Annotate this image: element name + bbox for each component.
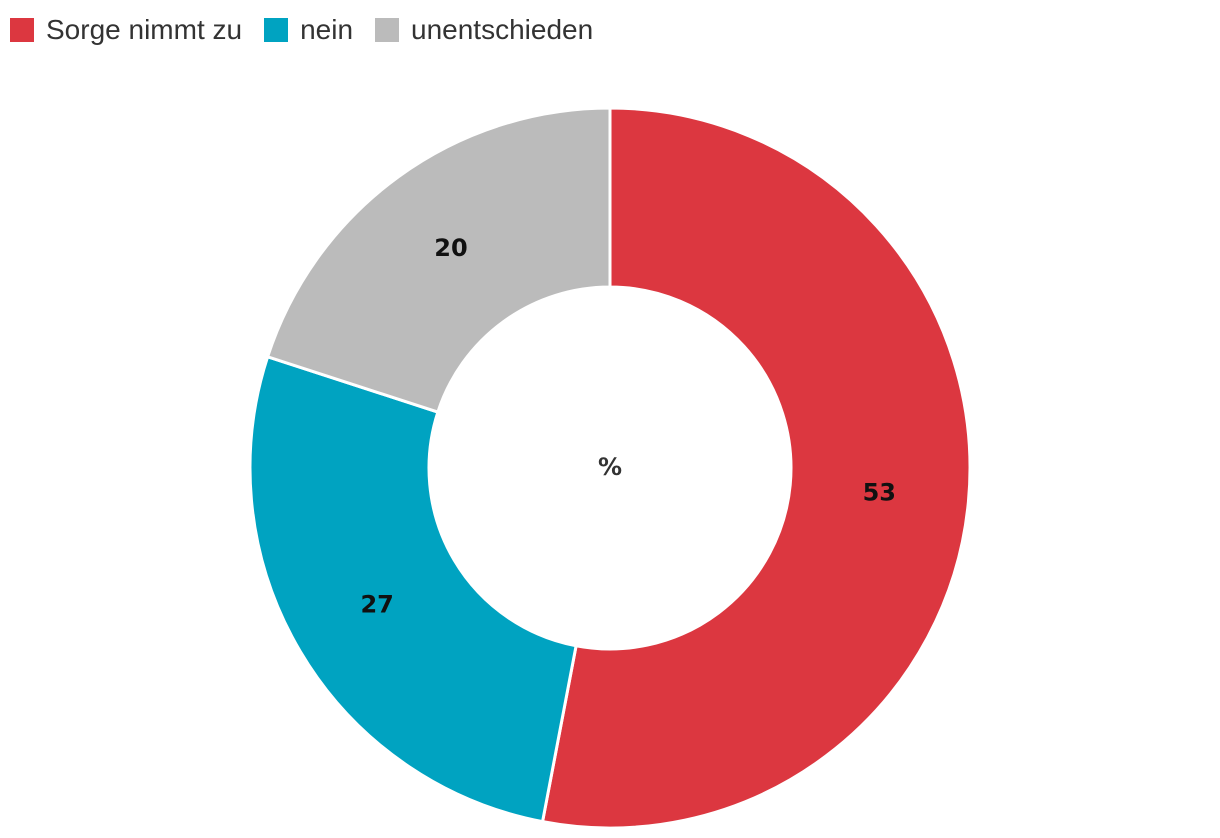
legend-item-unentschieden[interactable]: unentschieden [375, 14, 593, 46]
legend-label-nein: nein [300, 14, 354, 45]
legend-item-nein[interactable]: nein [264, 14, 353, 46]
donut-data-labels: 53 27 20 [360, 234, 896, 619]
legend-label-sorge-nimmt-zu: Sorge nimmt zu [46, 14, 243, 45]
donut-center-label: % [598, 453, 622, 481]
data-label-unentschieden: 20 [434, 234, 467, 262]
legend-label-unentschieden: unentschieden [411, 14, 594, 45]
donut-slices [248, 106, 972, 830]
data-label-nein: 27 [360, 591, 393, 619]
legend-item-sorge-nimmt-zu[interactable]: Sorge nimmt zu [10, 14, 242, 46]
legend-swatch-sorge-nimmt-zu [10, 18, 34, 42]
slice-unentschieden[interactable] [265, 106, 612, 414]
legend-swatch-nein [264, 18, 289, 42]
legend-swatch-unentschieden [375, 18, 400, 42]
slice-sorge-nimmt-zu[interactable] [540, 106, 972, 830]
slice-nein[interactable] [248, 354, 578, 824]
data-label-sorge-nimmt-zu: 53 [863, 478, 896, 506]
chart-legend: Sorge nimmt zu nein unentschieden [10, 12, 593, 48]
